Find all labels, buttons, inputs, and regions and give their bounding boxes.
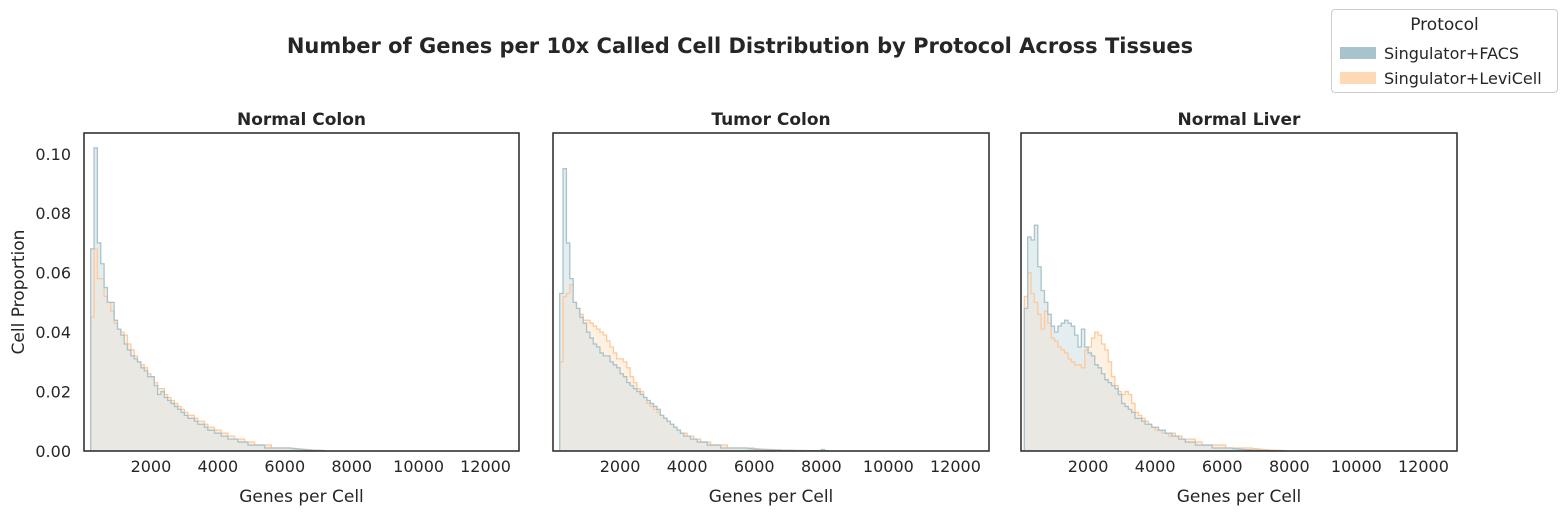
panel-title-1: Tumor Colon [711, 110, 830, 130]
series-line-levicell [1023, 272, 1287, 451]
x-tick-label: 12000 [1398, 457, 1449, 476]
x-tick-label: 2000 [131, 457, 172, 476]
legend: Protocol Singulator+FACS Singulator+Levi… [1331, 9, 1558, 93]
legend-label-levicell: Singulator+LeviCell [1384, 68, 1542, 88]
x-tick-label: 10000 [1331, 457, 1382, 476]
axes-frame-2 [1020, 132, 1458, 452]
panel-title-0: Normal Colon [237, 110, 366, 130]
plot-area-2 [1023, 224, 1287, 451]
series-overlap-fill [559, 284, 829, 451]
x-tick-label: 10000 [863, 457, 914, 476]
figure-title: Number of Genes per 10x Called Cell Dist… [287, 34, 1193, 58]
y-tick-label: 0.06 [35, 264, 71, 283]
y-tick-label: 0.02 [35, 383, 71, 402]
y-tick-label: 0.04 [35, 323, 71, 342]
panels-group: Normal Colon 2000 4000 6000 8000 10000 12000 Ge… [9, 110, 1458, 507]
plot-area-0 [90, 147, 326, 451]
legend-item-levicell: Singulator+LeviCell [1340, 68, 1542, 88]
series-overlap-fill [90, 248, 325, 451]
series-line-facs [559, 168, 829, 451]
y-tick-label: 0.08 [35, 204, 71, 223]
y-axis-label: Cell Proportion [9, 230, 29, 355]
legend-swatch-facs [1340, 47, 1376, 59]
x-tick-label: 6000 [1202, 457, 1243, 476]
x-tick-label: 4000 [197, 457, 238, 476]
x-tick-label: 10000 [393, 457, 444, 476]
legend-swatch-levicell [1340, 72, 1376, 84]
series-line-facs [90, 147, 326, 451]
series-overlap-fill [1024, 272, 1286, 451]
panel-2: Normal Liver 2000 4000 6000 8000 10000 12000 Ge… [1020, 110, 1458, 507]
x-axis-label-2: Genes per Cell [1177, 487, 1302, 507]
x-tick-label: 6000 [264, 457, 305, 476]
panel-0: Normal Colon 2000 4000 6000 8000 10000 12000 Ge… [9, 110, 520, 507]
x-tick-label: 12000 [460, 457, 511, 476]
x-axis-label-1: Genes per Cell [709, 487, 834, 507]
y-tick-label: 0.10 [35, 145, 71, 164]
series-line-facs [1023, 224, 1287, 451]
legend-label-facs: Singulator+FACS [1384, 43, 1520, 63]
legend-title: Protocol [1410, 15, 1479, 35]
x-tick-label: 4000 [1135, 457, 1176, 476]
y-tick-label: 0.00 [35, 442, 71, 461]
x-tick-label: 2000 [600, 457, 641, 476]
axes-frame-0 [83, 132, 520, 452]
plot-area-1 [559, 168, 829, 451]
x-tick-label: 6000 [734, 457, 775, 476]
x-tick-label: 8000 [801, 457, 842, 476]
panel-title-2: Normal Liver [1178, 110, 1301, 130]
x-tick-label: 8000 [1269, 457, 1310, 476]
x-tick-label: 12000 [930, 457, 981, 476]
x-tick-label: 8000 [331, 457, 372, 476]
axes-frame-1 [552, 132, 990, 452]
panel-1: Tumor Colon 2000 4000 6000 8000 10000 12000 Gen… [552, 110, 990, 507]
x-tick-label: 2000 [1068, 457, 1109, 476]
x-axis-label-0: Genes per Cell [239, 487, 364, 507]
x-tick-label: 4000 [667, 457, 708, 476]
legend-item-facs: Singulator+FACS [1340, 43, 1519, 63]
